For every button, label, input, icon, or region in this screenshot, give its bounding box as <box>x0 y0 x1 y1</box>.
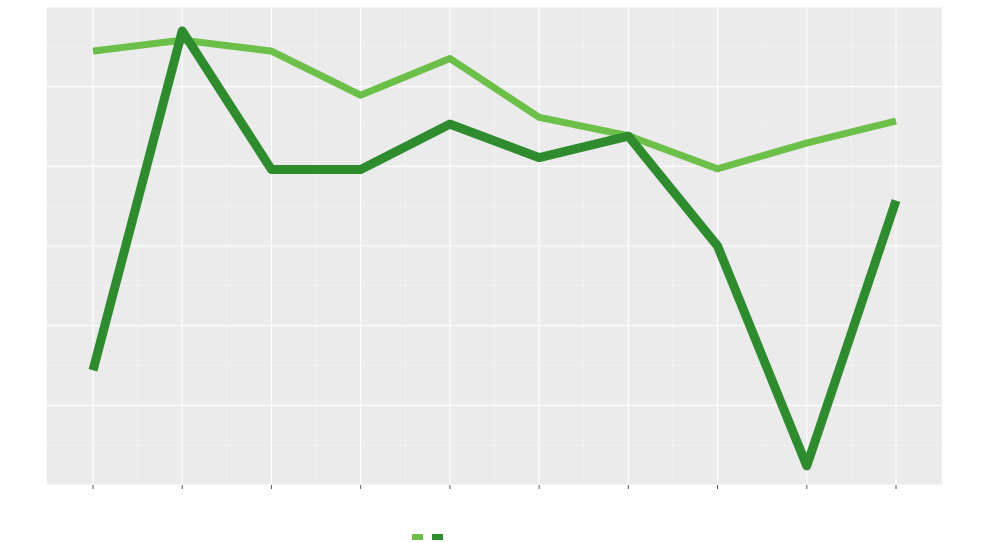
axis-ticks <box>92 485 897 489</box>
legend <box>412 531 446 543</box>
legend-swatch-series-1 <box>412 534 423 540</box>
legend-item-series-1 <box>412 534 426 540</box>
series-line-1 <box>92 36 897 173</box>
series-lines <box>88 26 901 471</box>
legend-swatch-series-2 <box>432 534 443 540</box>
series-line-2 <box>88 26 901 471</box>
legend-item-series-2 <box>432 534 446 540</box>
